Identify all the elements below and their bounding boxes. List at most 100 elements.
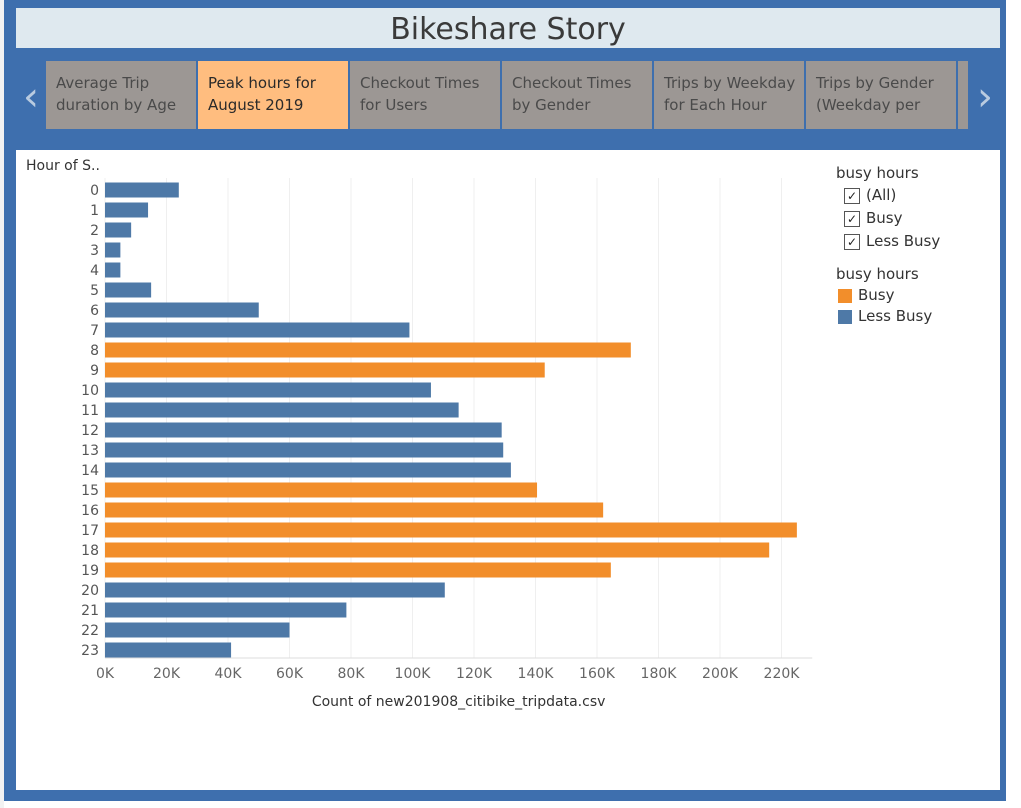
checkbox-checked-icon[interactable]: ✓ <box>844 187 860 204</box>
y-tick-label: 20 <box>81 583 99 599</box>
x-tick-label: 140K <box>518 666 555 682</box>
y-tick-label: 3 <box>90 243 99 259</box>
y-tick-label: 10 <box>81 383 99 399</box>
story-point-label-line: Trips by Weekday <box>664 74 796 92</box>
y-tick-label: 13 <box>81 443 99 459</box>
story-point-trips-by-weekday[interactable]: Trips by Weekday for Each Hour <box>654 61 804 129</box>
story-point-label-line: for Each Hour <box>664 96 767 114</box>
x-tick-label: 40K <box>215 666 243 682</box>
bar-chart: 0K 20K 40K 60K 80K 100K 120K 140K 160K 180K 200K 22… <box>81 178 813 710</box>
checkbox-checked-icon[interactable]: ✓ <box>844 210 860 227</box>
story-point-label-line: for Users <box>360 96 428 114</box>
color-legend-item-busy[interactable]: Busy <box>836 285 996 306</box>
y-tick-label: 5 <box>90 283 99 299</box>
story-point-checkout-times-users[interactable]: Checkout Times for Users <box>350 61 500 129</box>
bar <box>105 502 604 518</box>
color-legend-item-less-busy[interactable]: Less Busy <box>836 306 996 327</box>
color-swatch <box>838 288 852 303</box>
y-tick-label: 2 <box>90 223 99 239</box>
y-axis-field-label: Hour of S.. <box>26 158 100 174</box>
bar <box>105 382 431 398</box>
story-point-label-line: (Weekday per <box>816 96 921 114</box>
bar <box>105 322 410 338</box>
story-point-label-line: August 2019 <box>208 96 304 114</box>
bar <box>105 242 121 258</box>
x-tick-label: 160K <box>579 666 616 682</box>
x-tick-label: 60K <box>276 666 304 682</box>
bar <box>105 362 545 378</box>
y-tick-label: 18 <box>81 543 99 559</box>
bar <box>105 202 149 218</box>
x-tick-label: 120K <box>456 666 493 682</box>
bar <box>105 542 770 558</box>
y-tick-label: 7 <box>90 323 99 339</box>
filter-item-label: (All) <box>866 186 897 204</box>
y-tick-label: 9 <box>90 363 99 379</box>
y-tick-label: 14 <box>81 463 99 479</box>
filter-title: busy hours <box>836 164 919 182</box>
story-point-label-line: Trips by Gender <box>816 74 934 92</box>
y-tick-label: 19 <box>81 563 99 579</box>
story-point-trips-by-gender[interactable]: Trips by Gender (Weekday per <box>806 61 956 129</box>
bar <box>105 602 347 618</box>
bar <box>105 342 631 358</box>
y-tick-label: 4 <box>90 263 99 279</box>
bar <box>105 442 504 458</box>
color-swatch <box>838 309 852 324</box>
story-title-bar: Bikeshare Story <box>16 8 1000 48</box>
x-tick-label: 220K <box>764 666 801 682</box>
story-point-label-line: Checkout Times <box>512 74 632 92</box>
y-tick-label: 12 <box>81 423 99 439</box>
filter-item-busy[interactable]: ✓ Busy <box>836 207 996 230</box>
story-point-label-line: Average Trip <box>56 74 150 92</box>
x-tick-label: 20K <box>153 666 181 682</box>
bar <box>105 222 132 238</box>
story-navigator: ‹ Average Trip duration by Age Peak hour… <box>16 53 1000 144</box>
legend-panel: busy hours ✓ (All) ✓ Busy ✓ Less Busy bu… <box>836 162 996 327</box>
filter-item-all[interactable]: ✓ (All) <box>836 184 996 207</box>
color-legend-label: Busy <box>858 286 895 304</box>
bar <box>105 582 445 598</box>
next-story-point-arrow-icon[interactable]: › <box>977 74 993 120</box>
story-point-peak-hours[interactable]: Peak hours for August 2019 <box>198 61 348 129</box>
y-tick-label: 21 <box>81 603 99 619</box>
y-tick-label: 8 <box>90 343 99 359</box>
x-tick-label: 80K <box>338 666 366 682</box>
bar <box>105 622 290 638</box>
story-point-partial[interactable] <box>958 61 968 129</box>
x-tick-label: 100K <box>395 666 432 682</box>
x-tick-label: 0K <box>96 666 115 682</box>
story-point-label-line: Checkout Times <box>360 74 480 92</box>
x-axis-title: Count of new201908_citibike_tripdata.csv <box>312 694 606 710</box>
checkbox-checked-icon[interactable]: ✓ <box>844 233 860 250</box>
color-legend-label: Less Busy <box>858 307 933 325</box>
bar <box>105 522 797 538</box>
story-point-average-trip-duration[interactable]: Average Trip duration by Age <box>46 61 196 129</box>
story-point-label-line: duration by Age <box>56 96 177 114</box>
y-tick-label: 0 <box>90 183 99 199</box>
color-legend-title: busy hours <box>836 265 919 283</box>
bar <box>105 462 511 478</box>
prev-story-point-arrow-icon[interactable]: ‹ <box>23 74 39 120</box>
y-tick-label: 22 <box>81 623 99 639</box>
story-point-label-line: Peak hours for <box>208 74 316 92</box>
x-tick-label: 200K <box>702 666 739 682</box>
dashboard-content: Hour of S.. 0K 20K 40K 60K 80K 100K 120K 140K 16… <box>16 150 1000 790</box>
bar <box>105 402 459 418</box>
x-tick-label: 180K <box>641 666 678 682</box>
bar <box>105 422 502 438</box>
filter-item-label: Busy <box>866 209 903 227</box>
bar <box>105 182 179 198</box>
page-left-edge <box>0 0 4 808</box>
y-tick-label: 23 <box>81 643 99 659</box>
bar <box>105 642 232 658</box>
y-tick-label: 11 <box>81 403 99 419</box>
y-tick-label: 6 <box>90 303 99 319</box>
filter-item-less-busy[interactable]: ✓ Less Busy <box>836 230 996 253</box>
y-tick-label: 16 <box>81 503 99 519</box>
story-frame: Bikeshare Story ‹ Average Trip duration … <box>4 0 1006 801</box>
story-point-checkout-times-gender[interactable]: Checkout Times by Gender <box>502 61 652 129</box>
filter-item-label: Less Busy <box>866 232 941 250</box>
bar <box>105 562 611 578</box>
bar <box>105 262 121 278</box>
